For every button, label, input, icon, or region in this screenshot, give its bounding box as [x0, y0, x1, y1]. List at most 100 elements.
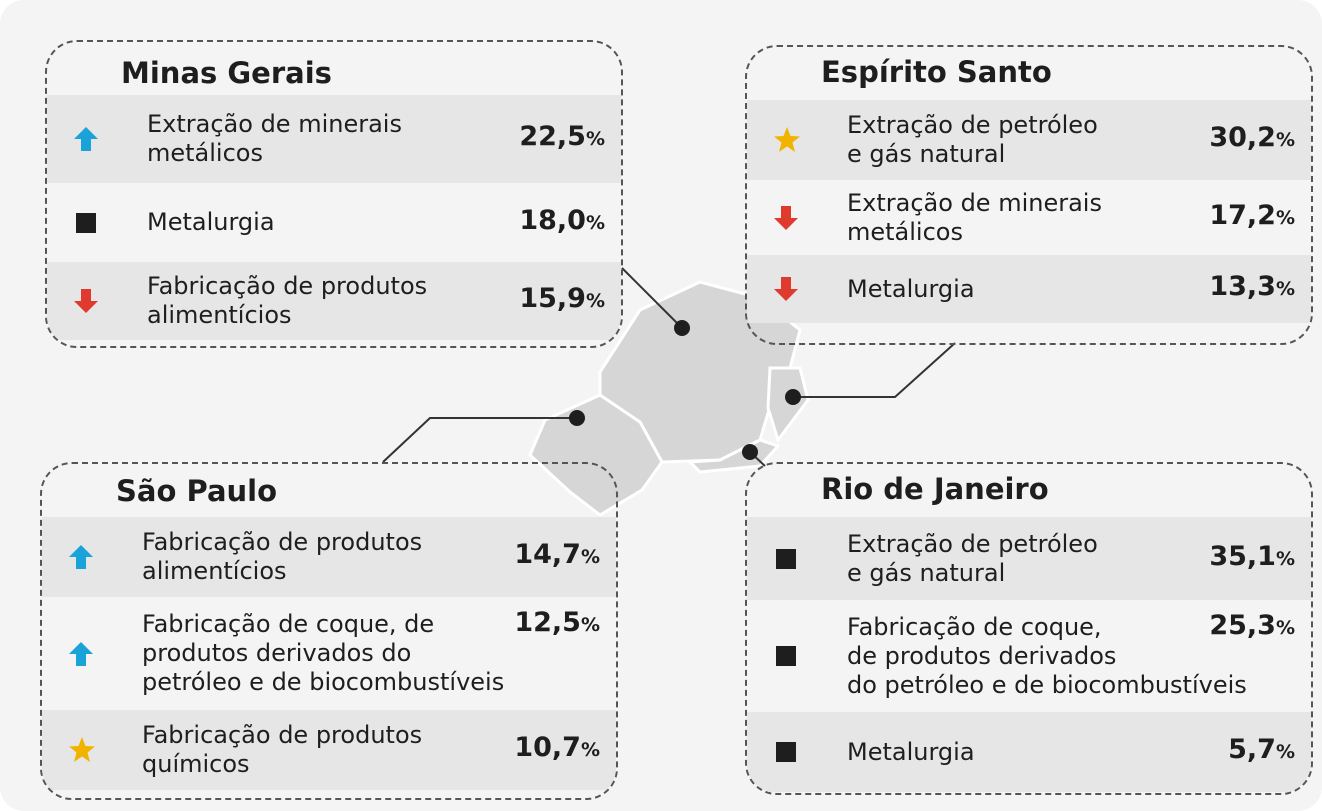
- row-value: 17,2%: [1209, 200, 1295, 231]
- row-label: Extração de minerais metálicos: [847, 189, 1102, 247]
- label-line: alimentícios: [142, 557, 287, 585]
- row: Fabricação de produtos alimentícios 14,7%: [42, 517, 616, 597]
- panel: Minas Gerais Extração de minerais metálico…: [45, 40, 623, 348]
- label-line: produtos derivados do: [142, 639, 412, 667]
- panel-title: Minas Gerais: [121, 56, 332, 90]
- panel-title: Rio de Janeiro: [821, 472, 1049, 506]
- row-value: 18,0%: [519, 205, 605, 236]
- row-label: Fabricação de coque, de produtos derivado…: [847, 613, 1247, 700]
- row-label: Metalurgia: [847, 738, 975, 767]
- panel: Rio de Janeiro Extração de petróleo e gás …: [745, 462, 1313, 795]
- row: Extração de minerais metálicos 17,2%: [747, 180, 1311, 255]
- value-unit: %: [1275, 278, 1295, 300]
- row-value: 12,5%: [514, 607, 600, 638]
- label-line: alimentícios: [147, 301, 292, 329]
- row-label: Fabricação de produtos alimentícios: [142, 528, 422, 586]
- label-line: de produtos derivados: [847, 641, 1117, 670]
- icon-square: [76, 212, 96, 233]
- row: Extração de minerais metálicos 22,5%: [47, 95, 621, 183]
- icon-square: [776, 742, 796, 762]
- row-label: Metalurgia: [147, 208, 275, 237]
- label-line: Fabricação de produtos: [142, 721, 423, 749]
- label-line: Fabricação de produtos: [147, 272, 428, 300]
- label-line: Metalurgia: [847, 274, 975, 303]
- label-line: Extração de minerais: [147, 110, 402, 138]
- label-line: e gás natural: [847, 558, 1006, 587]
- row-value: 5,7%: [1228, 734, 1295, 765]
- row: Metalurgia 13,3%: [747, 255, 1311, 323]
- value-unit: %: [585, 128, 605, 150]
- value-unit: %: [585, 290, 605, 312]
- label-line: Fabricação de coque,: [847, 612, 1102, 641]
- icon-up: [69, 641, 93, 666]
- dot: [742, 444, 758, 460]
- label-line: Metalurgia: [847, 737, 975, 766]
- value-number: 18,0: [519, 204, 586, 236]
- value-number: 22,5: [519, 121, 586, 152]
- value-number: 35,1: [1209, 540, 1276, 572]
- dot: [674, 320, 690, 336]
- label-line: Extração de petróleo: [847, 111, 1098, 139]
- row-value: 15,9%: [519, 283, 605, 314]
- label-line: químicos: [142, 750, 250, 778]
- dot: [785, 389, 801, 405]
- icon-up: [74, 127, 98, 151]
- panel: São Paulo Fabricação de produtos alimentíc…: [40, 462, 618, 800]
- row-value: 22,5%: [519, 121, 605, 152]
- row: Metalurgia 5,7%: [747, 712, 1311, 792]
- icon-down: [774, 205, 798, 230]
- value-unit: %: [1275, 547, 1295, 570]
- label-line: Metalurgia: [147, 208, 275, 236]
- value-number: 15,9: [519, 283, 586, 314]
- row-label: Fabricação de produtos químicos: [142, 721, 422, 779]
- icon-square: [776, 548, 796, 569]
- row-value: 13,3%: [1209, 271, 1295, 302]
- panel: Espírito Santo Extração de petróleo e gás …: [745, 45, 1313, 345]
- row-value: 14,7%: [514, 539, 600, 570]
- row-label: Metalurgia: [847, 275, 975, 304]
- label-line: do petróleo e de biocombustíveis: [847, 670, 1247, 699]
- label-line: metálicos: [147, 139, 263, 167]
- label-line: petróleo e de biocombustíveis: [142, 668, 505, 696]
- value-unit: %: [585, 211, 605, 234]
- icon-square: [776, 646, 796, 666]
- value-unit: %: [1275, 741, 1295, 763]
- value-number: 12,5: [514, 607, 581, 638]
- row: Fabricação de coque, de produtos derivado…: [42, 597, 616, 710]
- value-number: 30,2: [1209, 122, 1276, 153]
- row-label: Extração de minerais metálicos: [147, 110, 402, 168]
- row-value: 25,3%: [1209, 610, 1295, 641]
- row-label: Extração de petróleo e gás natural: [847, 111, 1098, 169]
- row: Metalurgia 18,0%: [47, 183, 621, 262]
- value-number: 14,7: [514, 539, 581, 570]
- row-value: 35,1%: [1209, 541, 1295, 572]
- value-unit: %: [1275, 129, 1295, 151]
- panel-title: São Paulo: [116, 474, 278, 508]
- value-number: 25,3: [1209, 610, 1276, 641]
- value-unit: %: [580, 739, 600, 761]
- value-number: 10,7: [514, 732, 581, 763]
- label-line: Extração de minerais: [847, 188, 1102, 217]
- icon-up: [69, 545, 93, 569]
- icon-down: [74, 289, 98, 313]
- row-value: 10,7%: [514, 732, 600, 763]
- label-line: e gás natural: [847, 140, 1006, 168]
- value-number: 13,3: [1209, 271, 1276, 302]
- panel-title: Espírito Santo: [821, 55, 1052, 89]
- icon-star: [69, 737, 95, 762]
- value-unit: %: [580, 546, 600, 568]
- label-line: Fabricação de coque, de: [142, 610, 435, 638]
- row-label: Extração de petróleo e gás natural: [847, 530, 1098, 588]
- value-unit: %: [580, 614, 600, 636]
- row: Fabricação de coque, de produtos derivado…: [747, 600, 1311, 712]
- connector: [793, 342, 956, 398]
- row: Fabricação de produtos alimentícios 15,9%: [47, 262, 621, 340]
- dot: [569, 410, 585, 426]
- map-es: [766, 366, 810, 444]
- row-label: Fabricação de coque, de produtos derivado…: [142, 610, 504, 697]
- label-line: Fabricação de produtos: [142, 528, 423, 556]
- map-sp: [528, 393, 664, 517]
- value-unit: %: [1275, 206, 1295, 229]
- label-line: metálicos: [847, 217, 963, 246]
- value-number: 17,2: [1209, 199, 1276, 231]
